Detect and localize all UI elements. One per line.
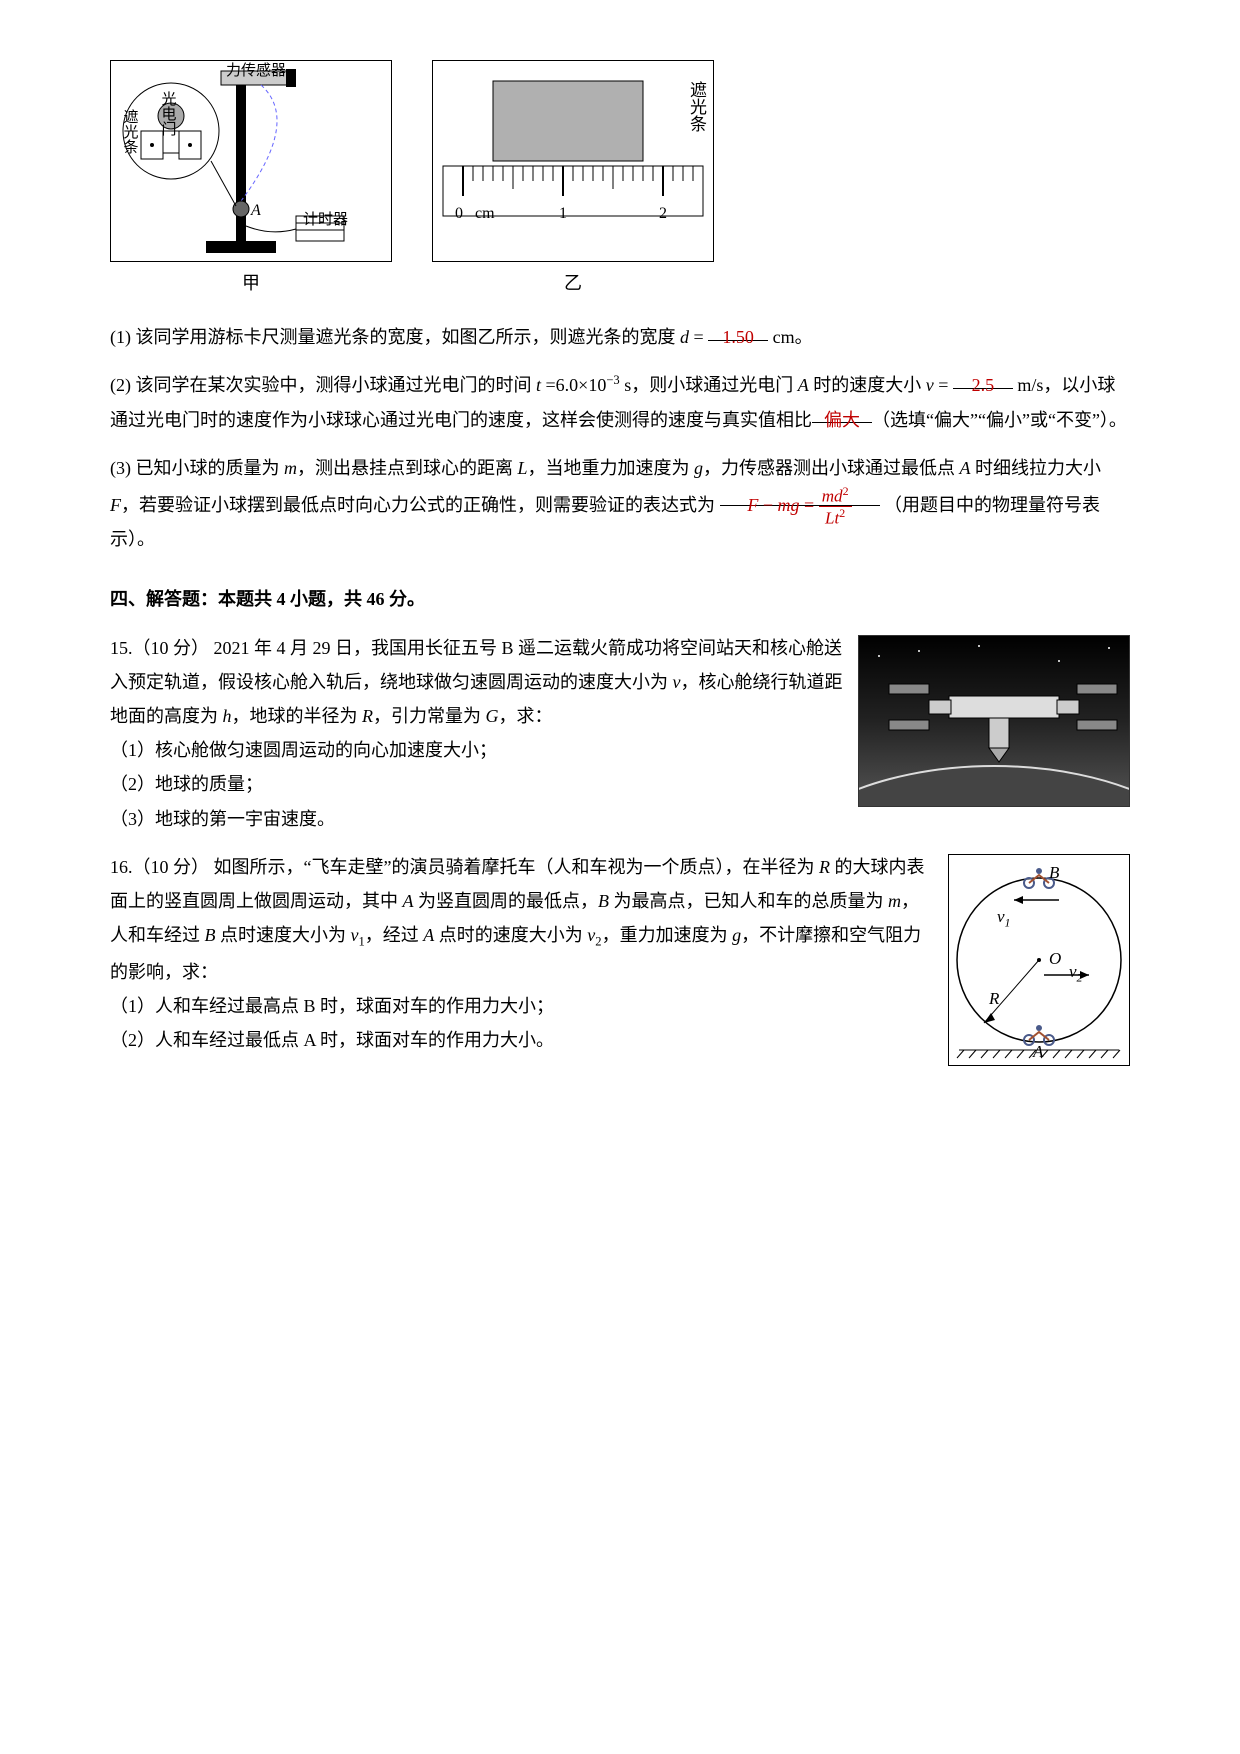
figure-row: 力传感器 光电门 遮光条 A 计时器 甲 bbox=[110, 60, 1130, 300]
label-lightstrip-right: 遮光条 bbox=[685, 81, 707, 132]
section-heading: 四、解答题：本题共 4 小题，共 46 分。 bbox=[110, 582, 1130, 616]
space-svg bbox=[859, 636, 1129, 806]
globe-B: B bbox=[1049, 857, 1059, 889]
q15-intro-post: ，求： bbox=[499, 706, 553, 726]
blank-ans2: 2.5 bbox=[953, 368, 1013, 389]
p1-3-var-A2: A bbox=[960, 458, 971, 478]
q15-R: R bbox=[362, 706, 373, 726]
figure-right-caption: 乙 bbox=[432, 266, 714, 300]
q16-R: R bbox=[819, 857, 830, 877]
ans4-num: md bbox=[822, 487, 843, 506]
p1-2-post2: （选填“偏大”“偏小”或“不变”）。 bbox=[872, 410, 1127, 430]
q16-intro-mid5: 点时速度大小为 bbox=[216, 925, 351, 945]
label-pointA: A bbox=[251, 196, 261, 226]
q16-A2: A bbox=[423, 925, 434, 945]
globe-v1: v1 bbox=[997, 901, 1011, 934]
p1-3-mid3: ，力传感器测出小球通过最低点 bbox=[703, 458, 960, 478]
q16-intro-mid6: ，经过 bbox=[365, 925, 424, 945]
globe-v2: v2 bbox=[1069, 956, 1083, 989]
figure-left: 力传感器 光电门 遮光条 A 计时器 bbox=[110, 60, 392, 262]
ans4-eq: = bbox=[800, 495, 819, 515]
question-part1-2: (2) 该同学在某次实验中，测得小球通过光电门的时间 t =6.0×10−3 s… bbox=[110, 368, 1130, 436]
p1-3-var-L: L bbox=[518, 458, 528, 478]
p1-2-mid1: =6.0×10 bbox=[541, 375, 606, 395]
ans4-frac: md2Lt2 bbox=[819, 485, 852, 529]
globe-R: R bbox=[989, 983, 999, 1015]
ans4-mg: mg bbox=[778, 495, 800, 515]
label-force-sensor: 力传感器 bbox=[226, 57, 286, 86]
globe-svg bbox=[949, 855, 1129, 1065]
ans4: F − mg = md2Lt2 bbox=[747, 495, 851, 515]
q16-header: 16.（10 分） bbox=[110, 857, 209, 877]
scale-1: 1 bbox=[559, 199, 567, 229]
blank-ans4: F − mg = md2Lt2 bbox=[720, 485, 880, 506]
figure-right: 遮光条 0 cm 1 2 bbox=[432, 60, 714, 262]
q16-intro-mid7: 点时的速度大小为 bbox=[434, 925, 587, 945]
p1-1-post: cm。 bbox=[768, 327, 813, 347]
figure-left-caption: 甲 bbox=[110, 266, 392, 300]
q15-header: 15.（10 分） bbox=[110, 638, 209, 658]
p1-2-mid2: s，则小球通过光电门 bbox=[620, 375, 798, 395]
p1-2-exp: −3 bbox=[606, 373, 619, 387]
space-station-image bbox=[858, 635, 1130, 807]
q15-intro-mid3: ，引力常量为 bbox=[373, 706, 486, 726]
p1-2-var-A: A bbox=[798, 375, 809, 395]
ans4-minus: − bbox=[758, 495, 777, 515]
q16-B2: B bbox=[205, 925, 216, 945]
ans2: 2.5 bbox=[972, 375, 995, 395]
ans3: 偏大 bbox=[824, 410, 860, 430]
ans4-den-L: L bbox=[825, 509, 835, 528]
ans4-F: F bbox=[747, 495, 758, 515]
label-lightstrip-left: 遮光条 bbox=[115, 109, 144, 154]
ans1: 1.50 bbox=[722, 327, 754, 347]
question-16: B v1 O R v2 A 16.（10 分） 如图所示，“飞车走壁”的演员骑着… bbox=[110, 850, 1130, 1072]
p1-1-eq: = bbox=[689, 327, 708, 347]
blank-ans1: 1.50 bbox=[708, 320, 768, 341]
p1-2-pre: (2) 该同学在某次实验中，测得小球通过光电门的时间 bbox=[110, 375, 536, 395]
globe-A: A bbox=[1033, 1036, 1043, 1068]
question-part1-3: (3) 已知小球的质量为 m，测出悬挂点到球心的距离 L，当地重力加速度为 g，… bbox=[110, 451, 1130, 557]
q16-intro-mid3: 为最高点，已知人和车的总质量为 bbox=[609, 891, 888, 911]
p1-1-var-d: d bbox=[680, 327, 689, 347]
p1-2-eq: = bbox=[934, 375, 953, 395]
q15-intro-mid2: ，地球的半径为 bbox=[232, 706, 363, 726]
figure-right-svg bbox=[433, 61, 713, 261]
p1-3-pre: (3) 已知小球的质量为 bbox=[110, 458, 284, 478]
globe-O: O bbox=[1049, 943, 1061, 975]
p1-3-mid2: ，当地重力加速度为 bbox=[528, 458, 695, 478]
p1-3-mid5: ，若要验证小球摆到最低点时向心力公式的正确性，则需要验证的表达式为 bbox=[121, 495, 715, 515]
q15-h: h bbox=[223, 706, 232, 726]
p1-3-var-g: g bbox=[694, 458, 703, 478]
ans4-num-sup: 2 bbox=[843, 484, 849, 498]
q16-B: B bbox=[598, 891, 609, 911]
p1-2-var-v: v bbox=[926, 375, 934, 395]
q16-m: m bbox=[888, 891, 901, 911]
question-part1-1: (1) 该同学用游标卡尺测量遮光条的宽度，如图乙所示，则遮光条的宽度 d = 1… bbox=[110, 320, 1130, 354]
q16-A: A bbox=[403, 891, 414, 911]
p1-3-mid1: ，测出悬挂点到球心的距离 bbox=[297, 458, 518, 478]
q16-intro-mid8: ，重力加速度为 bbox=[602, 925, 733, 945]
globe-image: B v1 O R v2 A bbox=[948, 854, 1130, 1066]
p1-3-var-F: F bbox=[110, 495, 121, 515]
label-photogate: 光电门 bbox=[153, 91, 182, 136]
label-timer: 计时器 bbox=[303, 206, 348, 235]
question-15: 15.（10 分） 2021 年 4 月 29 日，我国用长征五号 B 遥二运载… bbox=[110, 631, 1130, 836]
p1-2-mid3: 时的速度大小 bbox=[809, 375, 926, 395]
ans4-den-t-sup: 2 bbox=[839, 506, 845, 520]
q15-G: G bbox=[486, 706, 499, 726]
figure-left-wrapper: 力传感器 光电门 遮光条 A 计时器 甲 bbox=[110, 60, 392, 300]
scale-unit: cm bbox=[475, 199, 495, 229]
scale-0: 0 bbox=[455, 199, 463, 229]
figure-right-wrapper: 遮光条 0 cm 1 2 乙 bbox=[432, 60, 714, 300]
q15-v: v bbox=[673, 672, 681, 692]
q16-intro-pre: 如图所示，“飞车走壁”的演员骑着摩托车（人和车视为一个质点），在半径为 bbox=[214, 857, 819, 877]
q16-g: g bbox=[732, 925, 741, 945]
blank-ans3: 偏大 bbox=[812, 403, 872, 424]
p1-1-pre: (1) 该同学用游标卡尺测量遮光条的宽度，如图乙所示，则遮光条的宽度 bbox=[110, 327, 680, 347]
scale-2: 2 bbox=[659, 199, 667, 229]
q16-intro-mid2: 为竖直圆周的最低点， bbox=[414, 891, 599, 911]
p1-3-var-m: m bbox=[284, 458, 297, 478]
p1-3-mid4: 时细线拉力大小 bbox=[971, 458, 1102, 478]
q16-v1: v bbox=[351, 925, 359, 945]
